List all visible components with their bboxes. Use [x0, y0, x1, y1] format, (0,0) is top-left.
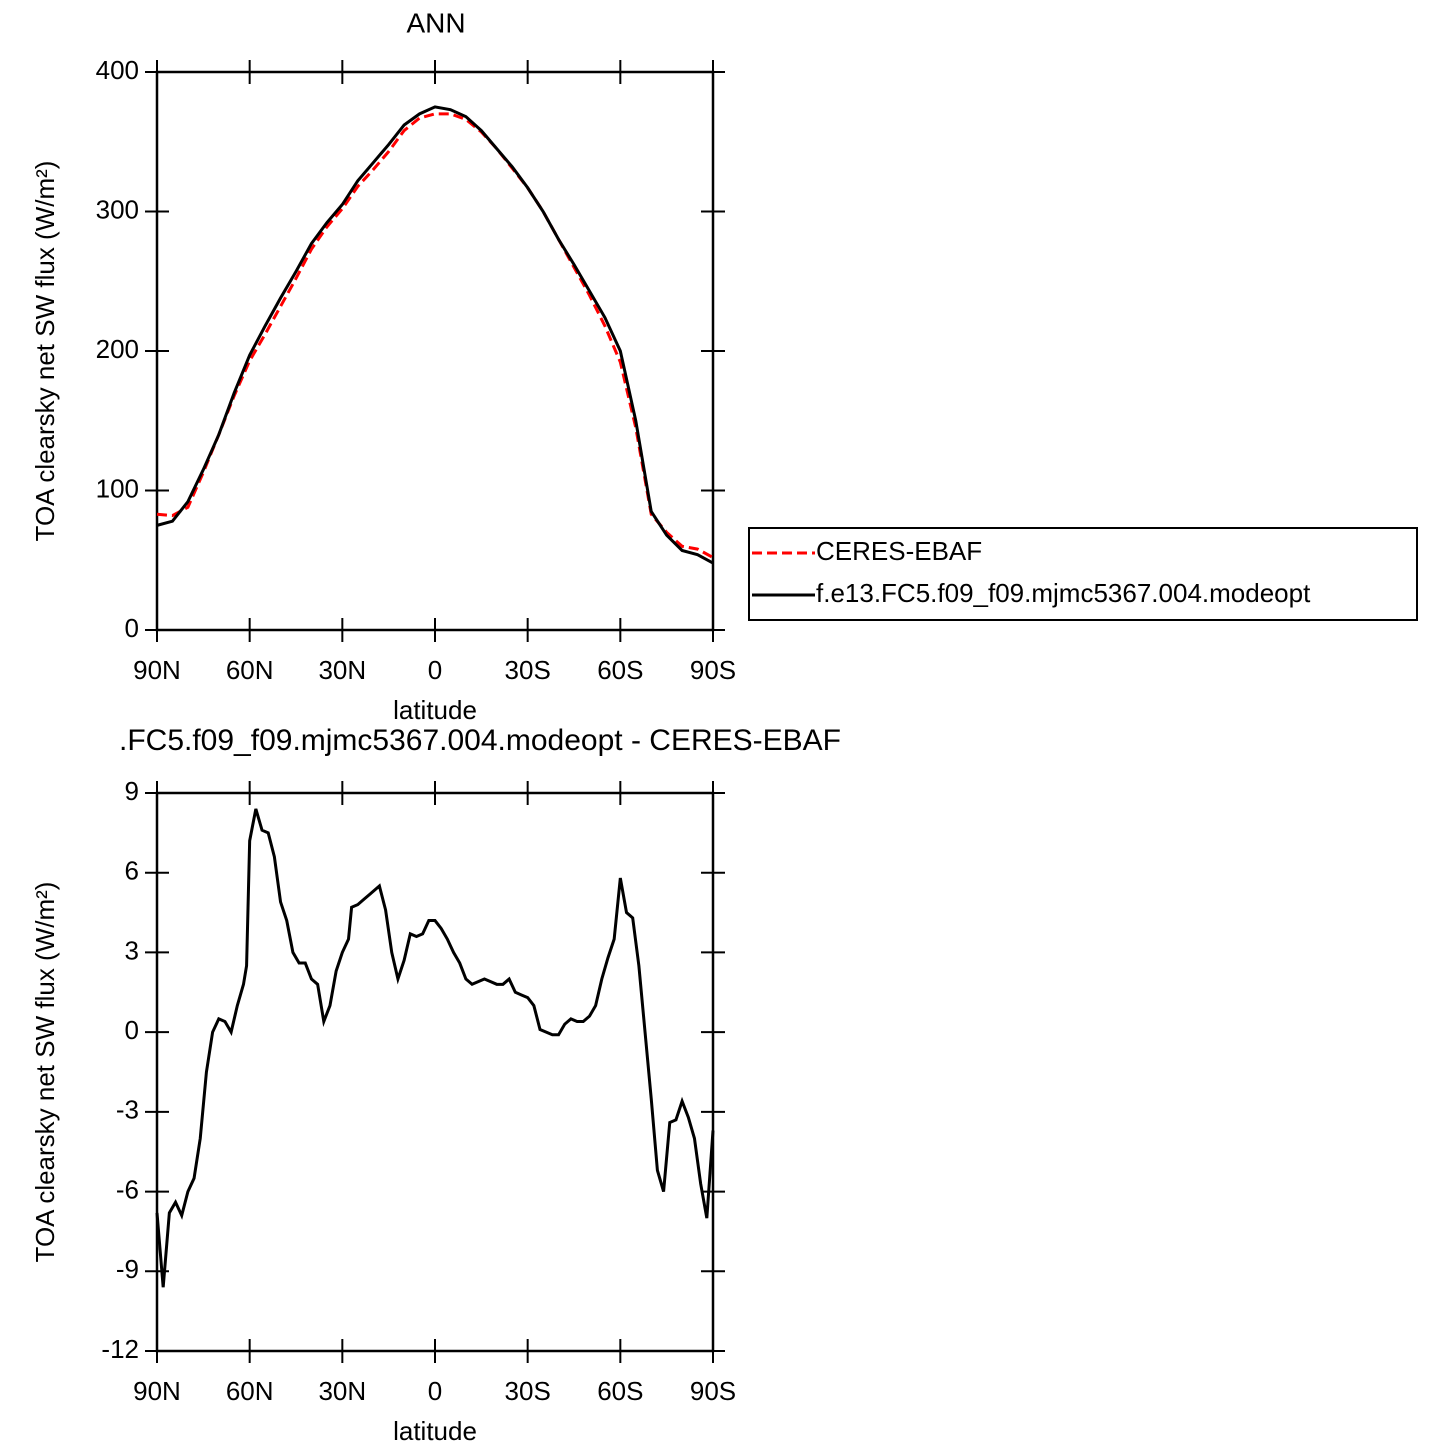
x-tick-label: 90S — [690, 1376, 736, 1406]
y-tick-label: -9 — [116, 1254, 139, 1284]
x-tick-label: 30N — [318, 655, 366, 685]
x-tick-label: 30S — [505, 655, 551, 685]
y-axis-label: TOA clearsky net SW flux (W/m²) — [30, 161, 60, 542]
y-tick-label: -12 — [101, 1334, 139, 1364]
y-tick-label: 9 — [125, 776, 139, 806]
x-tick-label: 90N — [133, 1376, 181, 1406]
y-tick-label: 400 — [96, 55, 139, 85]
data-line — [155, 808, 715, 1288]
y-tick-label: 0 — [125, 613, 139, 643]
x-tick-label: 60N — [226, 655, 274, 685]
y-tick-label: 300 — [96, 194, 139, 224]
y-tick-label: -6 — [116, 1174, 139, 1204]
chart-title: .FC5.f09_f09.mjmc5367.004.modeopt - CERE… — [119, 724, 841, 757]
legend-label: f.e13.FC5.f09_f09.mjmc5367.004.modeopt — [816, 578, 1311, 608]
y-tick-label: 100 — [96, 473, 139, 503]
x-tick-label: 0 — [428, 655, 442, 685]
x-tick-label: 60S — [597, 655, 643, 685]
legend-label: CERES-EBAF — [816, 536, 982, 566]
x-tick-label: 90S — [690, 655, 736, 685]
x-axis-label: latitude — [393, 695, 477, 725]
x-tick-label: 60N — [226, 1376, 274, 1406]
data-line — [156, 105, 714, 565]
legend: CERES-EBAF f.e13.FC5.f09_f09.mjmc5367.004… — [748, 527, 1418, 621]
y-tick-label: 3 — [125, 935, 139, 965]
y-tick-label: 200 — [96, 334, 139, 364]
legend-box — [748, 527, 1418, 621]
chart-title: ANN — [406, 7, 465, 38]
y-tick-label: -3 — [116, 1095, 139, 1125]
plot-frame — [155, 70, 715, 632]
x-tick-label: 30S — [505, 1376, 551, 1406]
x-tick-label: 0 — [428, 1376, 442, 1406]
plot-frame — [155, 791, 715, 1353]
data-line — [156, 112, 714, 559]
x-tick-label: 90N — [133, 655, 181, 685]
y-axis-label: TOA clearsky net SW flux (W/m²) — [30, 882, 60, 1263]
x-axis-label: latitude — [393, 1416, 477, 1446]
y-tick-label: 6 — [125, 856, 139, 886]
x-tick-label: 60S — [597, 1376, 643, 1406]
x-tick-label: 30N — [318, 1376, 366, 1406]
y-tick-label: 0 — [125, 1015, 139, 1045]
